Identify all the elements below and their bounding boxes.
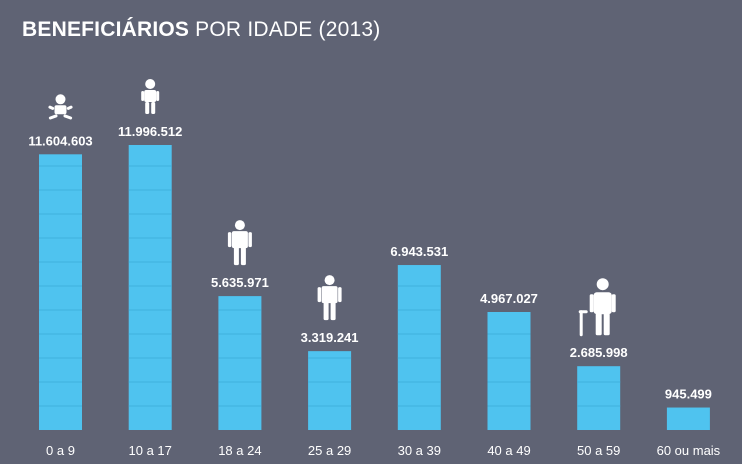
value-label-5: 6.943.531 xyxy=(390,244,448,259)
category-label-4: 25 a 29 xyxy=(308,443,351,458)
value-label-3: 5.635.971 xyxy=(211,275,269,290)
category-label-1: 0 a 9 xyxy=(46,443,75,458)
adult-icon xyxy=(317,275,342,321)
bar-4 xyxy=(308,351,352,430)
bar-5 xyxy=(397,265,441,430)
value-label-7: 2.685.998 xyxy=(570,345,628,360)
value-label-2: 11.996.512 xyxy=(118,124,182,139)
category-label-6: 40 a 49 xyxy=(487,443,530,458)
adult-icon xyxy=(227,220,252,266)
chart-title-bold: BENEFICIÁRIOS xyxy=(22,18,190,41)
chart-title-light: POR IDADE (2013) xyxy=(195,18,381,41)
bar-1 xyxy=(39,154,82,430)
value-label-1: 11.604.603 xyxy=(28,133,92,148)
category-label-8: 60 ou mais xyxy=(657,443,721,458)
bar-6 xyxy=(487,311,531,430)
bar-7 xyxy=(577,366,621,430)
elder-with-cane-icon xyxy=(578,278,616,337)
chart-title: BENEFICIÁRIOS POR IDADE (2013) xyxy=(22,18,380,42)
value-label-4: 3.319.241 xyxy=(301,330,359,345)
category-label-2: 10 a 17 xyxy=(129,443,172,458)
bar-3 xyxy=(218,296,262,430)
category-label-3: 18 a 24 xyxy=(218,443,261,458)
category-label-7: 50 a 59 xyxy=(577,443,620,458)
child-icon xyxy=(141,79,160,114)
value-label-6: 4.967.027 xyxy=(480,291,538,306)
bar-8 xyxy=(666,407,710,430)
bar-2 xyxy=(128,145,172,430)
value-label-8: 945.499 xyxy=(665,387,712,402)
baby-icon xyxy=(48,94,73,120)
category-label-5: 30 a 39 xyxy=(398,443,441,458)
